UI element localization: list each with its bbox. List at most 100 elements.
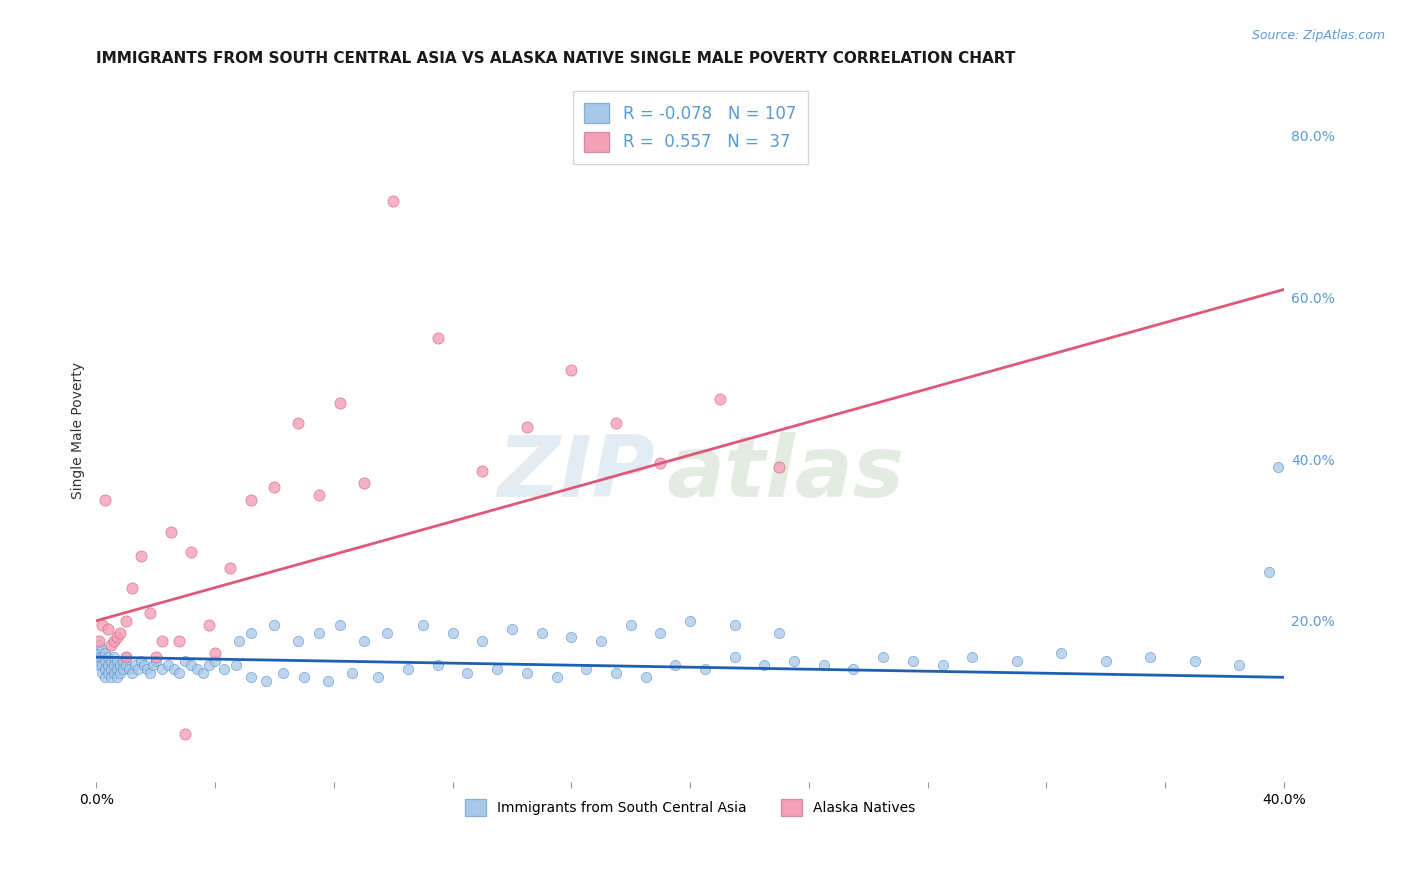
Point xyxy=(1258,566,1281,580)
Point xyxy=(115,658,138,673)
Point xyxy=(679,614,702,628)
Point xyxy=(135,662,157,676)
Point xyxy=(127,662,149,676)
Point xyxy=(254,674,277,689)
Point xyxy=(94,662,117,676)
Point xyxy=(115,614,138,628)
Point xyxy=(516,666,538,681)
Point xyxy=(100,662,122,676)
Point xyxy=(783,654,806,668)
Point xyxy=(145,654,167,668)
Point xyxy=(169,634,191,648)
Point xyxy=(1050,646,1073,660)
Point xyxy=(367,670,389,684)
Point xyxy=(605,416,627,430)
Point xyxy=(100,654,122,668)
Point xyxy=(91,617,114,632)
Point xyxy=(396,662,419,676)
Point xyxy=(145,650,167,665)
Point xyxy=(329,617,352,632)
Point xyxy=(441,625,464,640)
Point xyxy=(650,625,672,640)
Point xyxy=(546,670,568,684)
Point xyxy=(239,670,262,684)
Point xyxy=(426,331,449,345)
Point xyxy=(901,654,924,668)
Point xyxy=(91,650,114,665)
Point xyxy=(412,617,434,632)
Point xyxy=(239,492,262,507)
Point xyxy=(198,617,221,632)
Text: IMMIGRANTS FROM SOUTH CENTRAL ASIA VS ALASKA NATIVE SINGLE MALE POVERTY CORRELAT: IMMIGRANTS FROM SOUTH CENTRAL ASIA VS AL… xyxy=(97,51,1015,66)
Point xyxy=(89,634,111,648)
Point xyxy=(560,363,582,377)
Point xyxy=(530,625,553,640)
Point xyxy=(273,666,295,681)
Point xyxy=(112,662,135,676)
Point xyxy=(204,654,226,668)
Point xyxy=(340,666,363,681)
Point xyxy=(103,650,125,665)
Point xyxy=(456,666,478,681)
Point xyxy=(308,488,330,502)
Point xyxy=(112,654,135,668)
Point xyxy=(693,662,716,676)
Point xyxy=(94,670,117,684)
Point xyxy=(212,662,235,676)
Point xyxy=(1184,654,1206,668)
Point xyxy=(186,662,208,676)
Point xyxy=(263,480,285,494)
Point xyxy=(239,625,262,640)
Point xyxy=(960,650,983,665)
Point xyxy=(91,642,114,657)
Point xyxy=(193,666,215,681)
Point xyxy=(94,654,117,668)
Point xyxy=(103,666,125,681)
Point xyxy=(754,658,776,673)
Point xyxy=(105,630,128,644)
Point xyxy=(287,416,309,430)
Point xyxy=(89,646,111,660)
Point xyxy=(108,625,131,640)
Point xyxy=(118,662,141,676)
Point xyxy=(97,666,120,681)
Point xyxy=(108,666,131,681)
Point xyxy=(872,650,894,665)
Point xyxy=(150,634,173,648)
Point xyxy=(842,662,865,676)
Point xyxy=(709,392,731,406)
Point xyxy=(89,658,111,673)
Point xyxy=(91,658,114,673)
Point xyxy=(620,617,643,632)
Point xyxy=(471,634,494,648)
Point xyxy=(1094,654,1116,668)
Point xyxy=(100,670,122,684)
Point xyxy=(768,460,790,475)
Point xyxy=(180,545,202,559)
Point xyxy=(1139,650,1161,665)
Point xyxy=(94,492,117,507)
Point xyxy=(1267,460,1289,475)
Point xyxy=(103,658,125,673)
Point xyxy=(225,658,247,673)
Point xyxy=(91,666,114,681)
Point xyxy=(105,654,128,668)
Point xyxy=(426,658,449,673)
Point xyxy=(105,670,128,684)
Point xyxy=(94,646,117,660)
Point xyxy=(89,638,111,652)
Point xyxy=(471,464,494,478)
Point xyxy=(142,658,165,673)
Point xyxy=(132,658,155,673)
Point xyxy=(162,662,184,676)
Point xyxy=(486,662,509,676)
Point xyxy=(768,625,790,640)
Point xyxy=(664,658,686,673)
Point xyxy=(115,650,138,665)
Point xyxy=(575,662,598,676)
Point xyxy=(97,658,120,673)
Point xyxy=(634,670,657,684)
Point xyxy=(382,194,405,208)
Point xyxy=(139,606,162,620)
Point xyxy=(204,646,226,660)
